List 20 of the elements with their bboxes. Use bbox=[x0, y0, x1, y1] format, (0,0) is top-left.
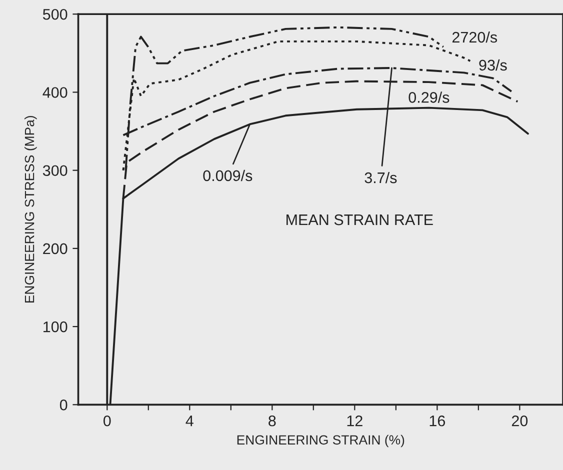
y-tick-label: 400 bbox=[42, 87, 68, 98]
x-axis-title: ENGINEERING STRAIN (%) bbox=[237, 434, 404, 448]
series-label: 93/s bbox=[479, 59, 507, 71]
series-label: 0.009/s bbox=[203, 170, 252, 182]
y-tick-label: 200 bbox=[43, 243, 68, 254]
x-tick-label: 20 bbox=[512, 415, 528, 426]
series-label: 2720/s bbox=[452, 31, 498, 43]
y-tick-label: 300 bbox=[42, 165, 68, 176]
y-axis-title: ENGINEERING STRESS (MPa) bbox=[24, 116, 37, 303]
y-tick-label: 0 bbox=[60, 400, 68, 410]
y-tick-label: 100 bbox=[44, 321, 68, 332]
series-label: 0.29/s bbox=[408, 92, 450, 103]
x-tick-label: 8 bbox=[268, 415, 276, 426]
x-tick-label: 16 bbox=[430, 415, 445, 426]
annotation: MEAN STRAIN RATE bbox=[286, 214, 433, 226]
text: 3.7/s bbox=[364, 172, 397, 184]
y-tick-label: 500 bbox=[42, 8, 68, 20]
x-tick-label: 12 bbox=[347, 415, 362, 426]
x-tick-label: 4 bbox=[186, 416, 194, 426]
x-tick-label: 0 bbox=[103, 415, 111, 426]
